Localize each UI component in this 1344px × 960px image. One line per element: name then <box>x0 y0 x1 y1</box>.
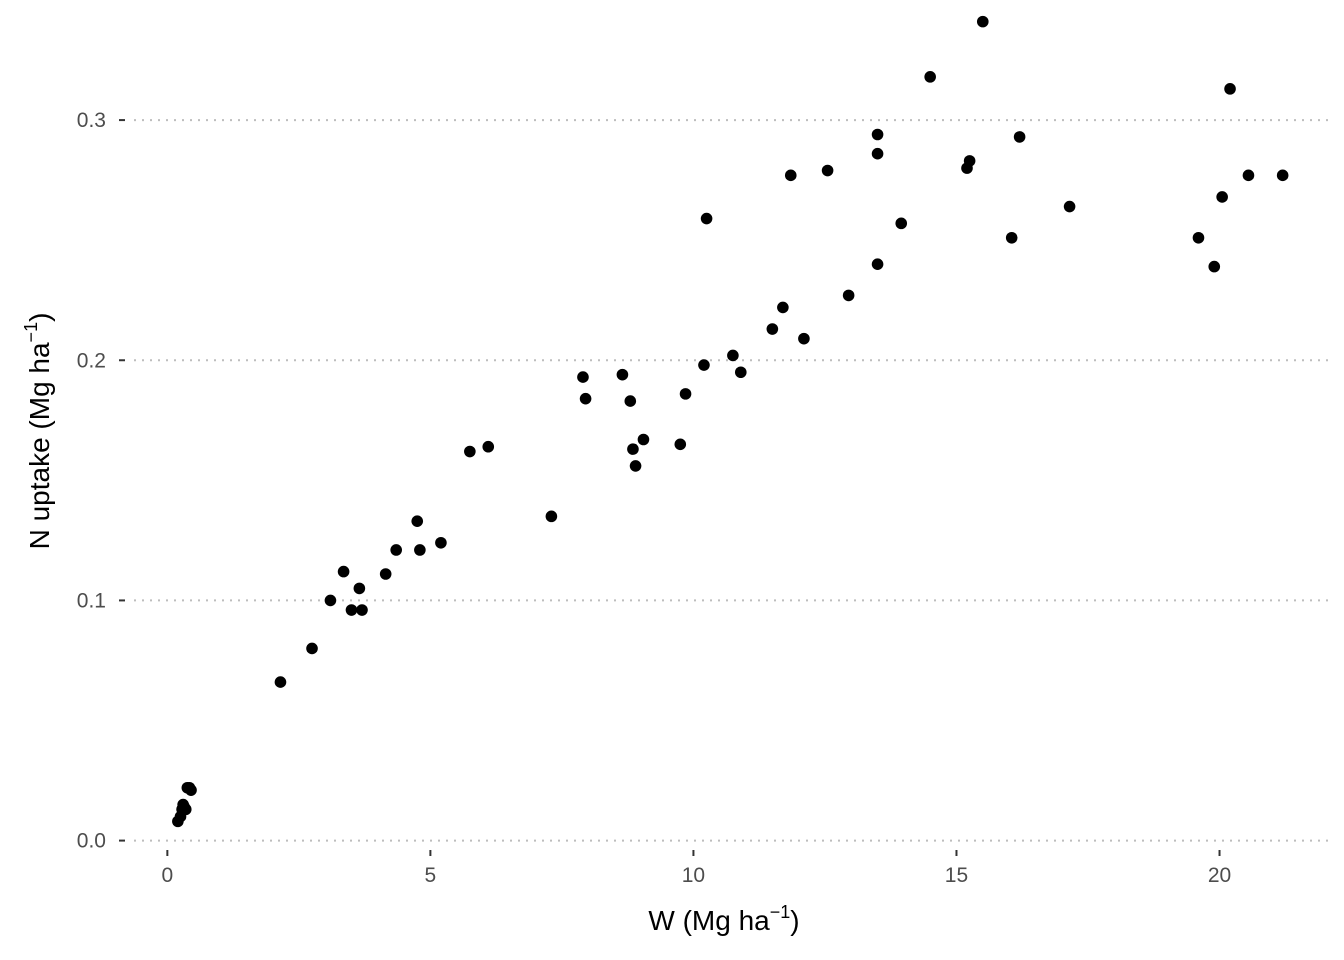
data-point-16 <box>379 568 392 580</box>
data-point-20 <box>435 536 447 549</box>
data-point-17 <box>390 544 402 556</box>
y-axis-title: N uptake (Mg ha−1) <box>21 313 55 550</box>
data-point-35 <box>727 349 739 362</box>
data-point-44 <box>871 147 884 160</box>
data-point-45 <box>871 258 884 270</box>
data-point-19 <box>414 544 426 556</box>
data-point-12 <box>337 565 350 578</box>
data-point-14 <box>353 582 366 595</box>
data-point-33 <box>698 359 710 371</box>
data-point-49 <box>963 155 976 167</box>
x-axis-title-base: W (Mg ha <box>648 905 770 936</box>
data-point-11 <box>324 594 337 607</box>
x-tick-label-0: 0 <box>162 864 174 887</box>
data-point-58 <box>1242 169 1255 182</box>
data-point-53 <box>1063 200 1076 213</box>
data-point-10 <box>306 642 318 655</box>
data-point-27 <box>624 395 637 407</box>
data-point-57 <box>1224 83 1236 95</box>
data-point-46 <box>895 217 908 230</box>
data-point-26 <box>616 368 629 381</box>
x-axis-title-sup: −1 <box>770 902 791 922</box>
data-point-25 <box>579 392 592 405</box>
data-point-13 <box>345 604 358 616</box>
data-point-8 <box>185 784 197 796</box>
data-point-24 <box>577 371 589 383</box>
data-point-40 <box>798 332 810 345</box>
data-point-41 <box>821 164 834 177</box>
x-tick-label-3: 15 <box>945 864 968 887</box>
data-point-42 <box>842 289 855 302</box>
data-point-38 <box>777 301 789 314</box>
data-point-54 <box>1192 231 1205 244</box>
x-axis-title: W (Mg ha−1) <box>648 902 799 936</box>
data-point-51 <box>1005 231 1018 244</box>
data-point-39 <box>784 169 797 182</box>
data-point-56 <box>1216 191 1228 203</box>
data-point-5 <box>179 803 192 816</box>
data-point-37 <box>766 323 779 335</box>
data-point-28 <box>627 443 639 455</box>
y-axis-title-base: N uptake (Mg ha <box>24 342 55 549</box>
data-point-31 <box>674 438 687 451</box>
data-point-22 <box>482 440 495 453</box>
data-point-18 <box>411 515 424 527</box>
data-point-29 <box>629 460 642 472</box>
data-point-15 <box>356 604 368 616</box>
y-tick-label-1: 0.1 <box>77 589 106 612</box>
x-tick-label-1: 5 <box>425 864 437 887</box>
x-tick-label-2: 10 <box>682 864 705 887</box>
y-tick-label-0: 0.0 <box>77 830 106 853</box>
data-point-59 <box>1276 169 1289 182</box>
y-tick-label-2: 0.2 <box>77 349 106 372</box>
data-point-9 <box>274 676 287 688</box>
data-point-47 <box>924 71 936 83</box>
data-point-23 <box>545 510 558 523</box>
data-point-43 <box>871 128 884 141</box>
y-tick-label-3: 0.3 <box>77 109 106 132</box>
data-point-52 <box>1013 131 1026 143</box>
y-axis: 0.0 0.1 0.2 0.3 <box>77 109 125 853</box>
data-point-34 <box>700 212 713 225</box>
data-points <box>172 15 1289 828</box>
x-tick-label-4: 20 <box>1208 864 1231 887</box>
x-axis-title-close: ) <box>790 905 799 936</box>
grid-lines <box>134 119 1330 842</box>
x-axis: 0 5 10 15 20 <box>162 850 1231 887</box>
data-point-55 <box>1208 260 1221 273</box>
data-point-50 <box>976 15 989 28</box>
data-point-30 <box>637 433 650 446</box>
data-point-21 <box>464 445 476 458</box>
data-point-36 <box>734 366 747 379</box>
y-axis-title-sup: −1 <box>21 322 41 343</box>
y-axis-title-close: ) <box>24 313 55 322</box>
data-point-32 <box>679 388 692 400</box>
